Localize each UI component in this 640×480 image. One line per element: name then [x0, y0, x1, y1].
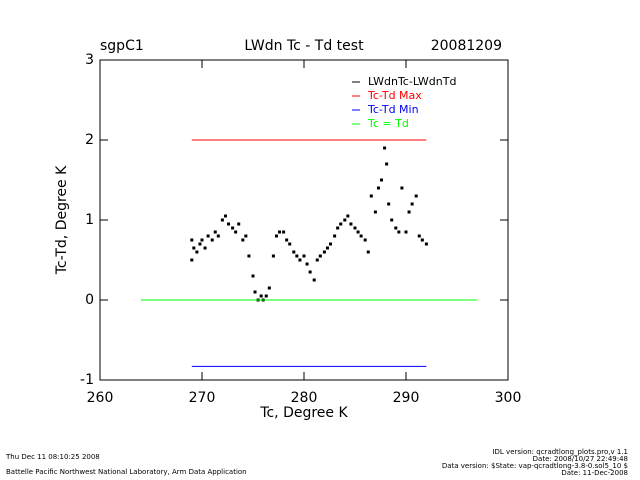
data-point [380, 178, 384, 182]
legend-entry: LWdnTc-LWdnTd [368, 75, 456, 88]
data-point [190, 238, 194, 242]
data-point [339, 222, 343, 226]
data-point [203, 246, 207, 250]
data-point [359, 234, 363, 238]
y-tick-label: 2 [85, 132, 94, 148]
data-point [195, 250, 199, 254]
x-tick-label: 300 [495, 390, 522, 406]
data-point [210, 238, 214, 242]
data-point [267, 286, 271, 290]
data-point [247, 254, 251, 258]
data-point [387, 202, 391, 206]
data-point [407, 210, 411, 214]
legend-entry: Tc-Td Min [367, 103, 419, 116]
data-point [220, 218, 224, 222]
data-point [325, 246, 329, 250]
data-point [213, 230, 217, 234]
data-point [394, 226, 398, 230]
footer-right: IDL version: qcradtlong_plots.pro,v 1.1 [492, 448, 628, 456]
data-point [190, 258, 194, 262]
y-tick-label: 1 [85, 212, 94, 228]
data-point [397, 230, 401, 234]
data-point [315, 258, 319, 262]
data-point [278, 230, 282, 234]
data-point [363, 238, 367, 242]
y-tick-label: 0 [85, 292, 94, 308]
y-tick-label: -1 [80, 372, 94, 388]
data-point [322, 250, 326, 254]
footer-right: Date: 2008/10/27 22:49:48 [533, 455, 628, 463]
x-tick-label: 280 [291, 390, 318, 406]
data-point [383, 146, 387, 150]
data-point [366, 250, 370, 254]
legend-entry: Tc-Td Max [367, 89, 422, 102]
data-point [400, 186, 404, 190]
data-point [216, 234, 220, 238]
data-point [404, 230, 408, 234]
data-point [274, 234, 278, 238]
data-point [200, 238, 204, 242]
data-point [346, 214, 350, 218]
data-point [237, 222, 241, 226]
data-point [417, 234, 421, 238]
data-point [227, 222, 231, 226]
data-point [376, 186, 380, 190]
data-point [251, 274, 255, 278]
data-point [292, 250, 296, 254]
data-point [318, 254, 322, 258]
data-point [385, 162, 389, 166]
data-point [414, 194, 418, 198]
date-label: 20081209 [431, 38, 502, 54]
data-point [295, 254, 299, 258]
data-point [234, 230, 238, 234]
footer-right: Data version: $State: vap-qcradtlong-3.8… [442, 462, 628, 470]
data-point [305, 262, 309, 266]
data-point [192, 246, 196, 250]
y-axis-label: Tc-Td, Degree K [54, 165, 70, 275]
data-point [253, 290, 257, 294]
site-label: sgpC1 [100, 38, 144, 54]
data-point [241, 238, 245, 242]
data-point [244, 234, 248, 238]
data-point [373, 210, 377, 214]
x-axis-label: Tc, Degree K [259, 405, 348, 421]
data-point [308, 270, 312, 274]
data-point [420, 238, 424, 242]
y-tick-label: 3 [85, 52, 94, 68]
data-point [302, 254, 306, 258]
data-point [343, 218, 347, 222]
data-point [198, 242, 202, 246]
data-point [223, 214, 227, 218]
x-tick-label: 260 [87, 390, 114, 406]
data-point [259, 294, 263, 298]
data-point [410, 202, 414, 206]
legend-entry: Tc = Td [367, 117, 409, 130]
data-point [424, 242, 428, 246]
data-point [329, 242, 333, 246]
x-tick-label: 270 [189, 390, 216, 406]
data-point [312, 278, 316, 282]
data-point [285, 238, 289, 242]
data-point [271, 254, 275, 258]
footer-left: Thu Dec 11 08:10:25 2008 [5, 453, 100, 461]
chart-title: LWdn Tc - Td test [244, 38, 364, 54]
data-point [369, 194, 373, 198]
x-tick-label: 290 [393, 390, 420, 406]
data-point [288, 242, 292, 246]
data-point [231, 226, 235, 230]
data-point [390, 218, 394, 222]
footer-right: Date: 11-Dec-2008 [561, 469, 628, 477]
data-point [264, 294, 268, 298]
data-point [356, 230, 360, 234]
data-point [298, 258, 302, 262]
data-point [353, 226, 357, 230]
data-point [282, 230, 286, 234]
footer-left: Battelle Pacific Northwest National Labo… [6, 468, 247, 476]
data-point [336, 226, 340, 230]
data-point [349, 222, 353, 226]
data-point [333, 234, 337, 238]
data-point [206, 234, 210, 238]
